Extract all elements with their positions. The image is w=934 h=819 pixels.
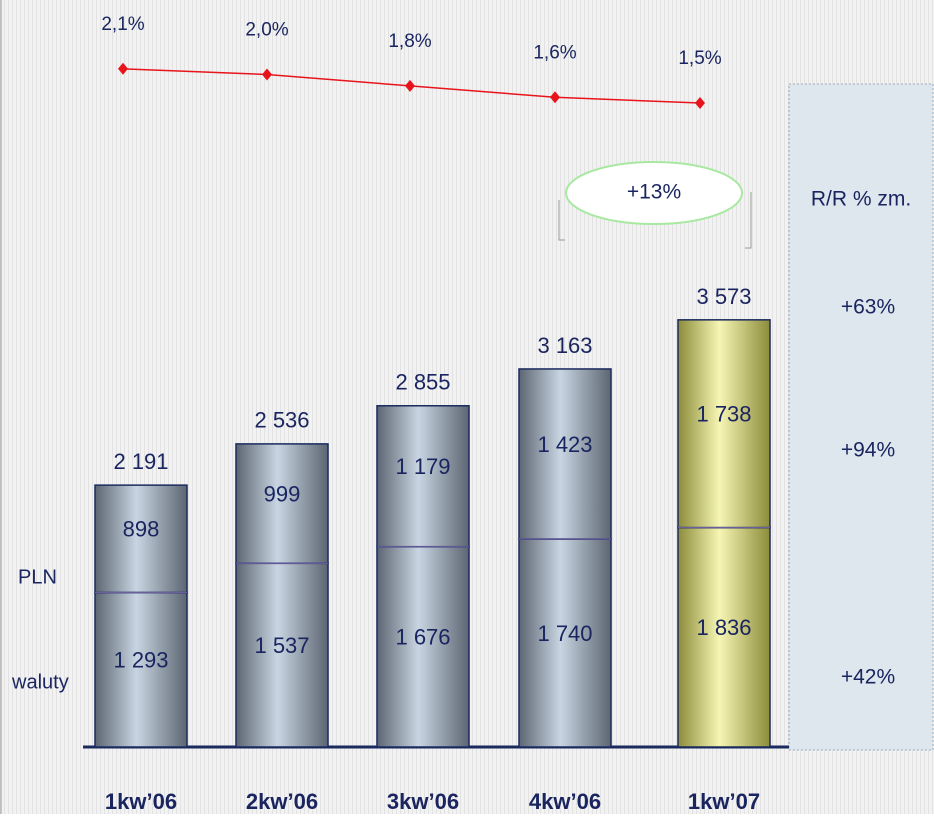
x-tick-label: 4kw’06 — [529, 789, 601, 814]
value-label: 1 740 — [537, 621, 592, 646]
yoy-label: +42% — [841, 666, 895, 689]
total-label: 2 191 — [113, 449, 168, 474]
x-tick-label: 2kw’06 — [246, 789, 318, 814]
bar-segment — [677, 526, 771, 748]
value-label: 999 — [264, 481, 301, 506]
yoy-panel — [788, 83, 934, 751]
bar-segment — [235, 443, 329, 565]
growth-ellipse — [565, 161, 743, 225]
x-tick-label: 1kw’06 — [105, 789, 177, 814]
line-label: 2,0% — [245, 20, 288, 41]
bar-segment — [235, 562, 329, 748]
bar-segment — [376, 545, 470, 748]
line-label: 1,5% — [678, 48, 721, 69]
line-marker — [118, 62, 128, 75]
line-label: 1,6% — [533, 42, 576, 63]
value-label: 1 836 — [696, 615, 751, 640]
yoy-title: R/R % zm. — [811, 188, 911, 211]
value-label: 1 676 — [395, 625, 450, 650]
value-label: 1 738 — [696, 402, 751, 427]
bar-segment — [677, 319, 771, 529]
bar-segment — [518, 368, 612, 540]
total-label: 2 855 — [395, 370, 450, 395]
line-marker — [405, 79, 415, 92]
line-marker — [550, 91, 560, 104]
x-tick-label: 1kw’07 — [688, 789, 760, 814]
value-label: 1 537 — [254, 633, 309, 658]
legend-label: waluty — [11, 671, 69, 693]
yoy-label: +94% — [841, 439, 895, 462]
value-label: 1 293 — [113, 648, 168, 673]
bar-segment — [94, 484, 188, 594]
yoy-label: +63% — [841, 296, 895, 319]
growth-bracket — [558, 192, 752, 249]
total-label: 3 163 — [537, 333, 592, 358]
value-label: 1 423 — [537, 432, 592, 457]
total-label: 2 536 — [254, 408, 309, 433]
line-label: 1,8% — [388, 31, 431, 52]
total-label: 3 573 — [696, 284, 751, 309]
line-marker — [695, 97, 705, 109]
line-marker — [262, 68, 272, 81]
x-tick-label: 3kw’06 — [387, 789, 459, 814]
bar-segment — [518, 538, 612, 748]
value-label: 898 — [123, 517, 160, 542]
value-label: 1 179 — [395, 454, 450, 479]
legend-label: PLN — [18, 566, 57, 588]
line-label: 2,1% — [101, 14, 144, 35]
growth-label: +13% — [627, 181, 681, 204]
